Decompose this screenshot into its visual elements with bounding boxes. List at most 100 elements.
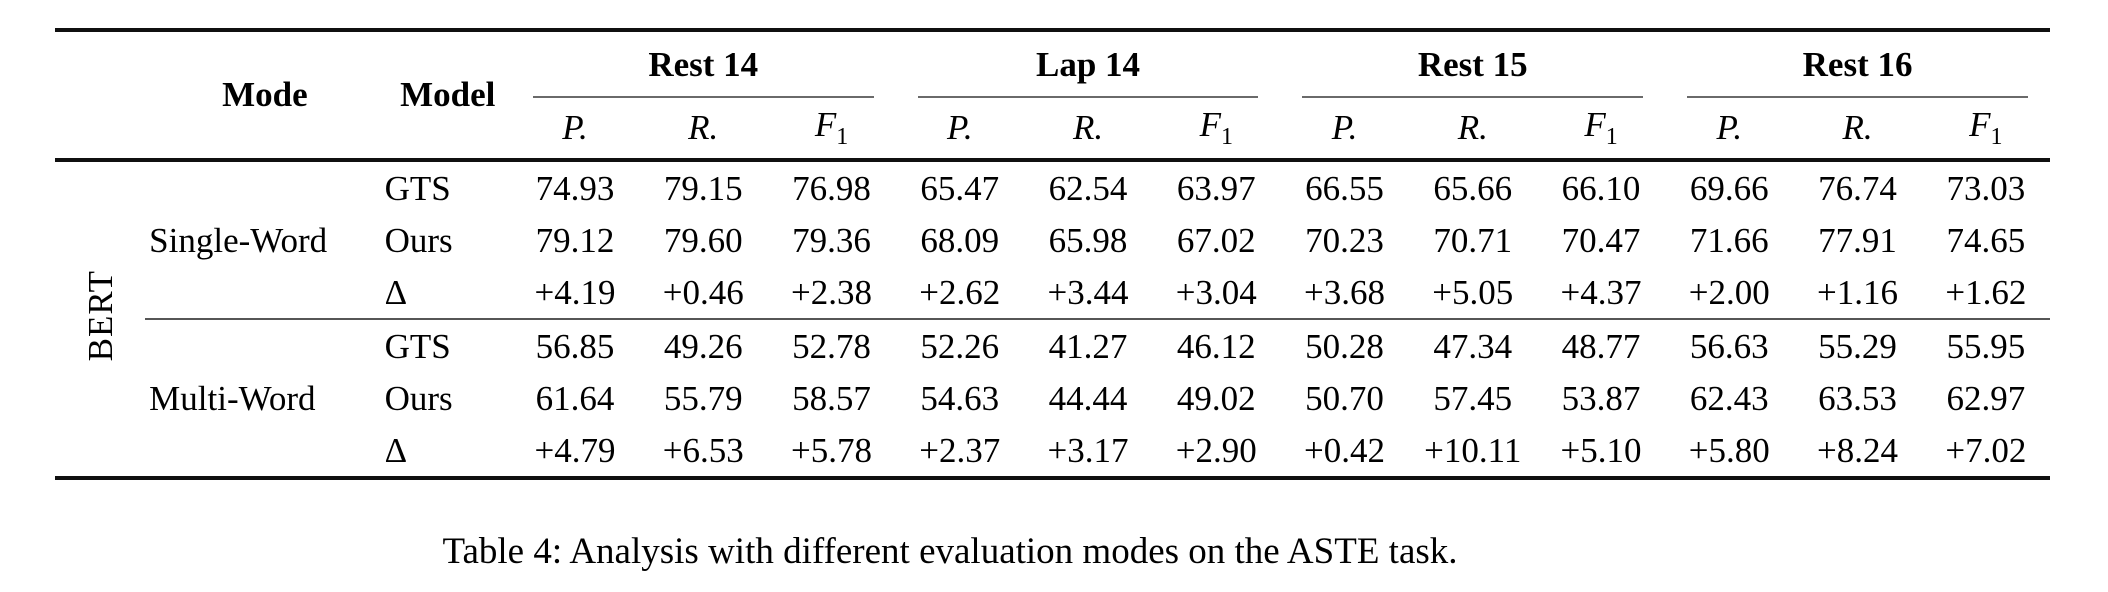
value-cell: 74.93	[535, 168, 615, 208]
f1-subscript: 1	[1605, 124, 1618, 150]
value-cell: +6.53	[662, 430, 744, 470]
value-cell: 76.74	[1818, 168, 1897, 208]
value-cell: 79.60	[663, 220, 743, 260]
value-cell: 76.98	[792, 168, 871, 208]
value-cell: +2.90	[1175, 430, 1257, 470]
value-cell: +4.37	[1560, 272, 1642, 312]
value-cell: +2.38	[791, 272, 872, 312]
value-cell: 79.36	[792, 220, 871, 260]
table-row: Multi-Word Ours 61.64 55.79 58.57 54.63 44.44 4…	[55, 372, 2050, 424]
dataset-header-lap14: Lap 14	[896, 30, 1281, 98]
value-cell: 62.54	[1048, 168, 1128, 208]
value-cell: +5.10	[1560, 430, 1642, 470]
value-cell: 56.85	[510, 318, 640, 372]
value-cell: +3.17	[1047, 430, 1129, 470]
value-cell: +1.62	[1945, 272, 2027, 312]
metric-header-precision: P.	[1665, 98, 1794, 162]
corner-cell	[55, 30, 146, 162]
value-cell: 62.43	[1689, 378, 1769, 418]
results-table: Mode Model Rest 14 Lap 14 Rest 15 Rest 1…	[55, 28, 2050, 480]
f1-subscript: 1	[1990, 124, 2003, 150]
dataset-label: Rest 14	[648, 45, 759, 84]
f1-base: F	[1199, 105, 1221, 144]
value-cell: 49.26	[639, 318, 768, 372]
value-cell: +5.80	[1688, 430, 1770, 470]
value-cell: 69.66	[1689, 168, 1769, 208]
dataset-header-rest14: Rest 14	[511, 30, 896, 98]
value-cell: +5.05	[1432, 272, 1514, 312]
value-cell: 67.02	[1176, 220, 1256, 260]
value-cell: +3.04	[1175, 272, 1257, 312]
value-cell: +2.37	[919, 430, 1001, 470]
metric-header-recall: R.	[1023, 98, 1153, 162]
f1-base: F	[1969, 105, 1991, 144]
value-cell: +5.78	[791, 430, 872, 470]
dataset-label: Rest 15	[1417, 45, 1528, 84]
metric-header-precision: P.	[1280, 98, 1409, 162]
value-cell: 57.45	[1433, 378, 1513, 418]
value-cell: 79.15	[663, 168, 743, 208]
mode-cell	[145, 266, 380, 319]
f1-base: F	[814, 105, 837, 144]
value-cell: 41.27	[1023, 318, 1153, 372]
value-cell: +7.02	[1945, 430, 2027, 470]
metric-header-recall: R.	[639, 98, 768, 162]
mode-cell	[145, 318, 381, 372]
model-column-header: Model	[380, 30, 511, 162]
dataset-label: Rest 16	[1802, 45, 1913, 84]
value-cell: +2.62	[919, 272, 1001, 312]
value-cell: 71.66	[1689, 220, 1769, 260]
row-group-cell-bert: BERT	[55, 160, 145, 478]
value-cell: 55.79	[663, 378, 743, 418]
model-cell: GTS	[380, 318, 511, 372]
value-cell: +3.68	[1304, 272, 1386, 312]
f1-subscript: 1	[1220, 124, 1233, 150]
value-cell: 65.66	[1433, 168, 1513, 208]
metric-header-row: P. R. F1 P. R. F1 P. R. F1 P. R. F1	[55, 98, 2050, 162]
dataset-label: Lap 14	[1035, 45, 1141, 84]
metric-header-f1: F1	[1921, 98, 2050, 162]
value-cell: 53.87	[1561, 378, 1641, 418]
value-cell: 58.57	[792, 378, 871, 418]
value-cell: 48.77	[1536, 318, 1666, 372]
table-row: Δ +4.19 +0.46 +2.38 +2.62 +3.44 +3.04 +3.68 +5.0…	[55, 266, 2050, 319]
value-cell: +10.11	[1424, 430, 1522, 470]
value-cell: 44.44	[1048, 378, 1128, 418]
metric-header-f1: F1	[1536, 98, 1666, 162]
value-cell: 74.65	[1946, 220, 2026, 260]
value-cell: +4.79	[534, 430, 616, 470]
value-cell: 47.34	[1408, 318, 1537, 372]
value-cell: 49.02	[1176, 378, 1256, 418]
value-cell: +1.16	[1817, 272, 1899, 312]
dataset-header-row: Mode Model Rest 14 Lap 14 Rest 15 Rest 1…	[55, 30, 2050, 162]
value-cell: 50.70	[1305, 378, 1384, 418]
table-caption: Table 4: Analysis with different evaluat…	[442, 531, 1458, 572]
mode-cell	[145, 160, 380, 214]
value-cell: 63.53	[1818, 378, 1897, 418]
value-cell: 73.03	[1946, 168, 2026, 208]
value-cell: 66.55	[1305, 168, 1384, 208]
metric-header-precision: P.	[895, 98, 1024, 162]
value-cell: +0.46	[662, 272, 744, 312]
value-cell: +2.00	[1688, 272, 1770, 312]
table-row: Single-Word Ours 79.12 79.60 79.36 68.09 65.98…	[55, 214, 2050, 266]
model-cell: Δ	[384, 430, 408, 470]
value-cell: +4.19	[534, 272, 616, 312]
value-cell: 77.91	[1818, 220, 1897, 260]
table-row: GTS 56.85 49.26 52.78 52.26 41.27 46.12 50.28 47…	[55, 318, 2050, 372]
model-cell: Ours	[384, 378, 453, 418]
value-cell: +8.24	[1817, 430, 1899, 470]
metric-header-recall: R.	[1793, 98, 1922, 162]
mode-cell: Single-Word	[149, 220, 328, 260]
metric-header-recall: R.	[1408, 98, 1537, 162]
value-cell: 50.28	[1280, 318, 1409, 372]
metric-header-f1: F1	[767, 98, 896, 162]
dataset-header-rest16: Rest 16	[1665, 30, 2050, 98]
value-cell: 52.78	[767, 318, 896, 372]
value-cell: 46.12	[1152, 318, 1281, 372]
value-cell: +0.42	[1304, 430, 1386, 470]
value-cell: 79.12	[535, 220, 615, 260]
bert-vertical-label: BERT	[80, 270, 120, 362]
value-cell: 55.95	[1921, 318, 2050, 372]
value-cell: 66.10	[1561, 168, 1641, 208]
